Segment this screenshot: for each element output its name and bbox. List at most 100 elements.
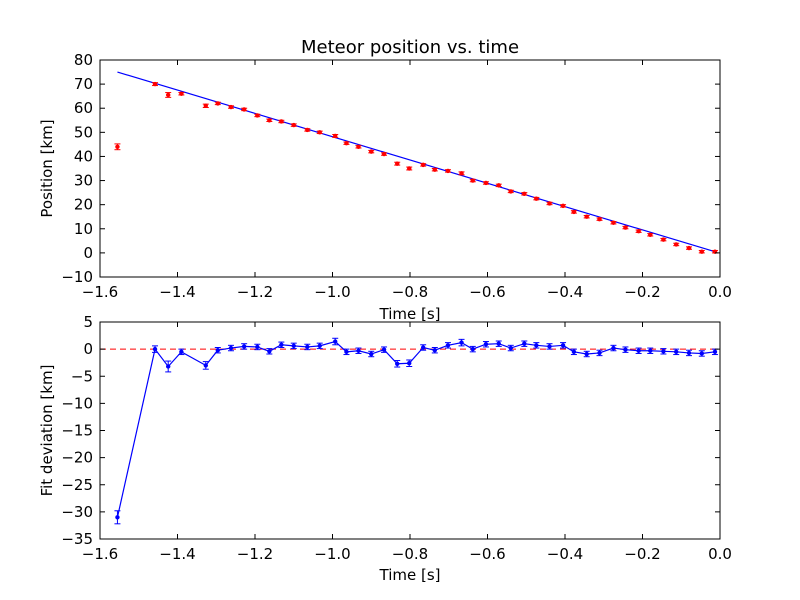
position-plot-y-tick-label: 10	[74, 220, 93, 238]
deviation-point	[459, 340, 464, 345]
deviation-point	[636, 348, 641, 353]
position-plot-y-tick-label: 40	[74, 147, 93, 165]
position-plot-x-tick-label: 0.0	[708, 283, 732, 301]
position-plot-x-tick-label: −0.8	[392, 283, 428, 301]
deviation-point	[255, 344, 260, 350]
deviation-plot-x-tick-label: −1.2	[237, 545, 273, 563]
deviation-point	[395, 361, 400, 366]
deviation-point	[344, 349, 349, 355]
deviation-point	[241, 344, 247, 349]
position-point	[203, 103, 208, 109]
deviation-point	[279, 342, 284, 347]
position-plot-y-tick-label: 80	[74, 51, 93, 69]
position-point	[291, 122, 296, 128]
position-point	[152, 81, 158, 87]
deviation-plot-x-tick-label: −0.4	[547, 545, 583, 563]
position-point	[571, 209, 577, 215]
deviation-point	[228, 345, 234, 351]
position-plot-ticks: −1.6 −1.4 −1.2 −1.0 −0.8 −0.6 −0.4 −0.2 0.0 −10 0 1…	[61, 51, 732, 301]
position-plot-x-tick-label: −1.4	[159, 283, 195, 301]
position-plot: Meteor position vs. time −1.6 −1.4 −1.2 −1.…	[38, 37, 732, 323]
position-point	[483, 180, 489, 186]
deviation-point	[291, 343, 296, 349]
position-point	[166, 92, 171, 98]
deviation-point	[203, 363, 208, 368]
position-point	[333, 133, 338, 139]
position-point	[661, 237, 666, 242]
position-point	[179, 91, 184, 96]
position-point	[356, 144, 361, 149]
deviation-point	[571, 349, 577, 355]
deviation-point	[470, 346, 475, 352]
deviation-plot-y-tick-label: −15	[61, 422, 93, 440]
position-point	[459, 171, 464, 176]
deviation-plot-y-axis-label: Fit deviation [km]	[38, 365, 56, 497]
position-plot-marks	[114, 71, 718, 254]
deviation-point	[560, 343, 566, 348]
position-point	[508, 189, 513, 194]
deviation-plot-y-tick-label: −35	[61, 530, 93, 548]
deviation-plot: −1.6 −1.4 −1.2 −1.0 −0.8 −0.6 −0.4 −0.2 0.0 −35 −3…	[38, 313, 732, 584]
deviation-point	[597, 350, 602, 356]
deviation-point	[381, 347, 387, 352]
position-plot-y-tick-label: 20	[74, 196, 93, 214]
position-point	[407, 166, 412, 171]
deviation-point	[547, 344, 552, 349]
position-point	[522, 191, 527, 197]
position-point	[611, 220, 616, 225]
position-point	[215, 101, 220, 106]
deviation-point	[623, 347, 628, 352]
position-plot-x-tick-label: −1.6	[82, 283, 118, 301]
deviation-point	[420, 345, 426, 350]
position-point	[623, 225, 628, 230]
deviation-point	[356, 348, 361, 353]
deviation-point	[508, 345, 513, 351]
position-plot-y-tick-label: −10	[61, 268, 93, 286]
position-point	[584, 214, 589, 219]
deviation-point	[712, 349, 718, 355]
deviation-plot-ticks: −1.6 −1.4 −1.2 −1.0 −0.8 −0.6 −0.4 −0.2 0.0 −35 −3…	[61, 313, 732, 563]
deviation-point	[215, 348, 220, 353]
deviation-point	[584, 351, 589, 357]
deviation-point	[496, 341, 501, 346]
deviation-point	[317, 343, 322, 349]
deviation-point	[267, 349, 272, 354]
position-point	[228, 104, 234, 110]
deviation-plot-y-tick-label: 0	[83, 340, 93, 358]
deviation-plot-y-tick-label: −30	[61, 503, 93, 521]
deviation-point	[674, 349, 679, 355]
position-point	[369, 149, 374, 154]
position-plot-y-tick-label: 0	[83, 244, 93, 262]
position-point	[470, 178, 475, 183]
position-point	[344, 140, 349, 146]
deviation-point	[179, 349, 184, 355]
deviation-plot-x-tick-label: 0.0	[708, 545, 732, 563]
deviation-plot-y-tick-label: −25	[61, 476, 93, 494]
position-plot-frame	[99, 59, 721, 278]
deviation-point	[333, 339, 338, 344]
position-point	[317, 130, 322, 135]
position-plot-y-axis-label: Position [km]	[38, 119, 56, 217]
deviation-plot-y-tick-label: 5	[83, 313, 93, 331]
position-plot-y-tick-label: 30	[74, 172, 93, 190]
deviation-point	[648, 348, 653, 353]
deviation-point	[483, 342, 489, 347]
deviation-plot-frame	[99, 321, 721, 540]
deviation-point	[152, 346, 158, 352]
position-plot-x-tick-label: −0.6	[469, 283, 505, 301]
position-point	[432, 167, 437, 172]
deviation-point	[369, 351, 374, 357]
deviation-point	[445, 343, 451, 348]
position-point	[445, 168, 451, 174]
position-point	[496, 183, 501, 188]
position-point	[381, 151, 387, 157]
position-point	[395, 161, 400, 166]
deviation-plot-y-tick-label: −5	[71, 367, 93, 385]
position-point	[420, 162, 426, 168]
deviation-point	[305, 344, 310, 350]
position-point	[648, 232, 653, 238]
deviation-point	[166, 364, 171, 369]
position-point	[534, 196, 539, 201]
